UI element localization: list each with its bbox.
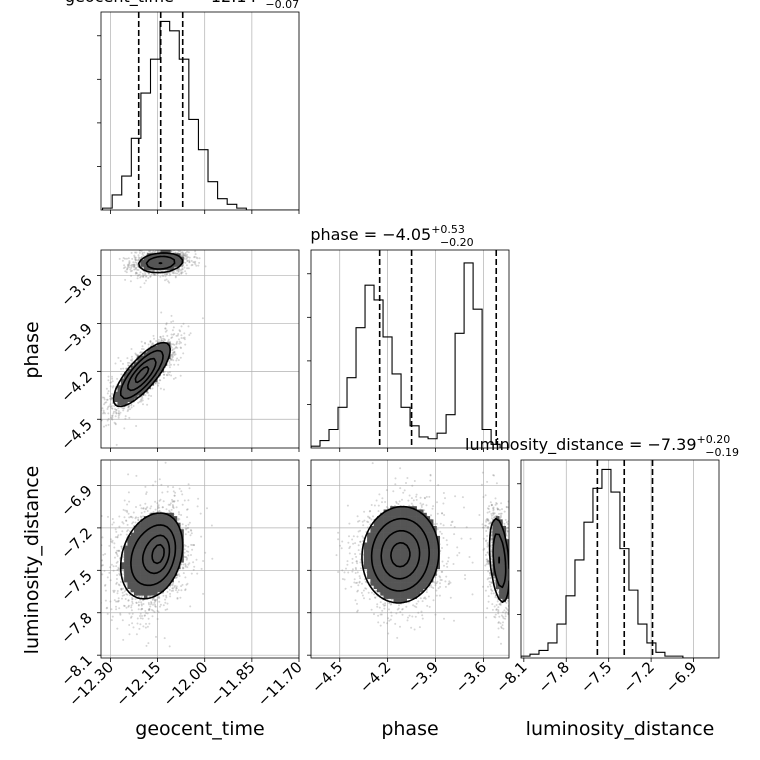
contour-level: [134, 366, 150, 384]
panel-geocent_time-phase: −4.5 −4.2 −3.9 −3.6: [57, 249, 300, 454]
hist-phase-frame: [310, 249, 510, 449]
contour-level: [361, 505, 509, 604]
hist-geocent_time-frame: [100, 11, 300, 211]
contour-lines: [361, 505, 509, 604]
x-tick-label: −6.9: [662, 658, 700, 696]
hist-title-geocent_time: geocent_time = −12.14+0.07−0.07: [65, 0, 299, 11]
hist-cell-geocent_time: geocent_time = −12.14+0.07−0.07: [65, 0, 300, 214]
x-tick-label: −12.15: [112, 658, 164, 710]
y-axis-label-phase: phase: [21, 321, 43, 378]
contour-level: [390, 542, 411, 568]
panel-frame: [100, 459, 300, 659]
contour-level: [370, 517, 507, 592]
x-tick-label: −7.8: [535, 658, 573, 696]
y-tick-label: −7.2: [57, 524, 95, 562]
contour-level: [112, 252, 184, 408]
contour-level: [141, 534, 171, 575]
y-tick-label: −7.8: [57, 609, 95, 647]
y-tick-label: −7.5: [57, 566, 95, 604]
panel-frame: [310, 459, 510, 659]
histogram-geocent_time: [102, 20, 299, 210]
y-tick-label: −4.2: [57, 367, 95, 405]
x-tick-label: −3.9: [404, 658, 442, 696]
x-tick-label: −7.5: [577, 658, 615, 696]
x-tick-label: −3.6: [452, 658, 490, 696]
histogram-phase: [311, 262, 509, 448]
x-tick-label: −12.00: [160, 658, 212, 710]
hist-title-phase: phase = −4.05+0.53 −0.20: [310, 223, 473, 249]
y-tick-label: −3.9: [57, 320, 95, 358]
contour-level: [130, 524, 177, 587]
x-tick-label: −8.1: [492, 658, 530, 696]
hist-cell-phase: phase = −4.05+0.53 −0.20: [307, 223, 510, 452]
x-tick-label: −4.5: [308, 658, 346, 696]
contour-level: [119, 255, 176, 400]
x-tick-label: −11.85: [207, 658, 259, 710]
panel-phase-luminosity_distance: −4.5 −4.2 −3.9 −3.6: [307, 459, 510, 697]
y-axis-label-luminosity-distance: luminosity_distance: [21, 466, 43, 655]
histogram-luminosity_distance: [521, 468, 719, 658]
x-axis-label-geocent-time: geocent_time: [135, 718, 264, 740]
x-axis-label-phase: phase: [381, 718, 438, 740]
x-tick-label: −7.2: [619, 658, 657, 696]
panel-geocent_time-luminosity_distance: −12.30−12.15−12.00−11.85−11.70−8.1−7.8−7…: [57, 459, 306, 710]
y-tick-label: −4.5: [57, 415, 95, 453]
y-tick-label: −3.6: [57, 272, 95, 310]
y-tick-label: −6.9: [57, 482, 95, 520]
hist-luminosity_distance-frame: [520, 459, 720, 659]
contour-level: [151, 543, 165, 565]
x-tick-label: −11.70: [254, 658, 306, 710]
x-axis-label-luminosity-distance: luminosity_distance: [526, 718, 715, 740]
panel-frame: [100, 249, 300, 449]
x-tick-label: −4.2: [356, 658, 394, 696]
contour-lines: [119, 512, 184, 600]
contour-lines: [112, 252, 184, 408]
contour-level: [127, 262, 163, 392]
hist-title-luminosity_distance: luminosity_distance = −7.39+0.20 −0.19: [465, 433, 739, 459]
contour-level: [380, 529, 501, 580]
contour-level: [119, 512, 184, 600]
